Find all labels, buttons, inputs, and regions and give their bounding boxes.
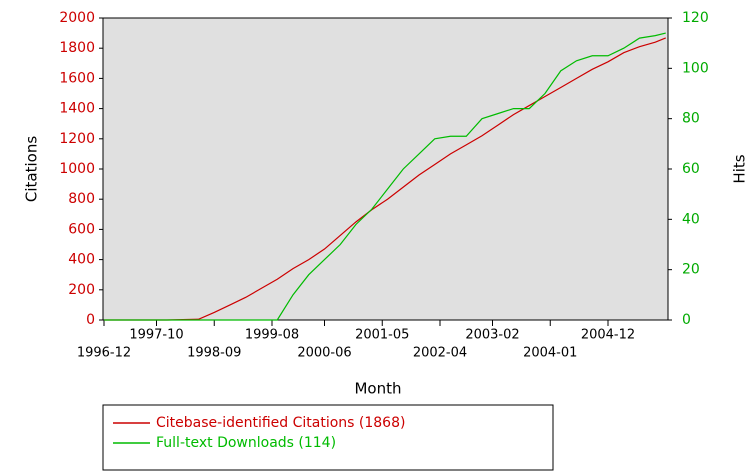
x-tick-label: 1998-09 xyxy=(187,346,241,361)
series-line xyxy=(104,32,666,321)
y2-tick-label: 40 xyxy=(682,211,700,227)
y-tick-label: 1600 xyxy=(59,70,95,86)
x-tick-label: 2000-06 xyxy=(297,346,351,361)
x-axis-label: Month xyxy=(354,380,401,398)
y-tick-label: 400 xyxy=(68,252,95,268)
y-tick-label: 200 xyxy=(68,282,95,298)
y2-tick-label: 60 xyxy=(682,161,700,177)
y-tick-label: 1200 xyxy=(59,131,95,147)
series-line xyxy=(104,37,666,321)
x-tick-label: 1996-12 xyxy=(77,346,131,361)
y-tick-label: 0 xyxy=(86,312,95,328)
y-tick-label: 2000 xyxy=(59,10,95,26)
y2-tick-label: 20 xyxy=(682,262,700,278)
x-tick-label: 2001-05 xyxy=(355,328,409,343)
y-tick-label: 800 xyxy=(68,191,95,207)
plot-area xyxy=(102,17,669,321)
y-axis-label: Citations xyxy=(23,136,41,202)
y2-tick-label: 0 xyxy=(682,312,691,328)
y-tick-label: 600 xyxy=(68,221,95,237)
x-tick-label: 2004-01 xyxy=(523,346,577,361)
legend-box xyxy=(102,404,554,471)
y2-tick-label: 80 xyxy=(682,111,700,127)
x-tick-label: 2004-12 xyxy=(581,328,635,343)
y-tick-label: 1800 xyxy=(59,40,95,56)
y-tick-label: 1000 xyxy=(59,161,95,177)
x-tick-label: 1997-10 xyxy=(129,328,183,343)
y2-tick-label: 100 xyxy=(682,60,709,76)
x-tick-label: 2002-04 xyxy=(413,346,467,361)
y2-axis-label: Hits xyxy=(731,154,749,183)
legend-label: Citebase-identified Citations (1868) xyxy=(156,415,405,431)
y2-tick-label: 120 xyxy=(682,10,709,26)
y-tick-label: 1400 xyxy=(59,101,95,117)
x-tick-label: 2003-02 xyxy=(465,328,519,343)
x-tick-label: 1999-08 xyxy=(245,328,299,343)
legend-label: Full-text Downloads (114) xyxy=(156,435,336,451)
